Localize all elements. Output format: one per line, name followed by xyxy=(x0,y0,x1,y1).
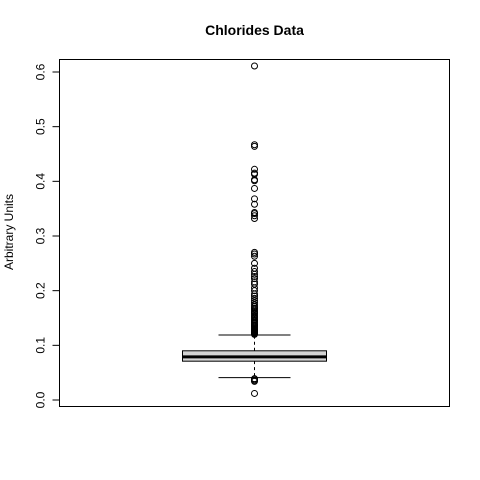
outlier-point-38 xyxy=(251,294,258,302)
y-tick-label-4: 0.4 xyxy=(34,173,48,190)
outlier-point-4 xyxy=(251,375,258,383)
y-axis: 0.0 0.1 0.2 0.3 0.4 0.5 0.6 xyxy=(34,63,60,408)
outlier-point-49 xyxy=(251,264,258,272)
outlier-point-0 xyxy=(251,389,258,397)
outlier-point-53 xyxy=(251,248,258,256)
outlier-point-58 xyxy=(251,200,258,208)
outlier-point-35 xyxy=(251,301,258,309)
outlier-point-45 xyxy=(251,275,258,283)
outlier-point-55 xyxy=(251,212,258,220)
outlier-point-60 xyxy=(251,184,258,192)
outlier-point-65 xyxy=(251,165,258,173)
outlier-point-64 xyxy=(251,169,258,177)
outlier-point-67 xyxy=(251,141,258,149)
outlier-point-59 xyxy=(251,195,258,203)
outlier-point-41 xyxy=(251,287,258,295)
outlier-point-57 xyxy=(251,208,258,216)
outlier-group xyxy=(251,62,258,397)
y-tick-label-6: 0.6 xyxy=(34,63,48,80)
y-tick-label-5: 0.5 xyxy=(34,118,48,135)
y-tick-label-0: 0.0 xyxy=(34,391,48,408)
outlier-point-44 xyxy=(251,278,258,286)
outlier-point-43 xyxy=(251,280,258,288)
outlier-point-62 xyxy=(251,176,258,184)
y-axis-label: Arbitrary Units xyxy=(2,194,16,270)
outlier-point-48 xyxy=(251,268,258,276)
outlier-point-37 xyxy=(251,297,258,305)
y-tick-label-1: 0.1 xyxy=(34,337,48,354)
y-tick-label-3: 0.3 xyxy=(34,227,48,244)
box-group xyxy=(182,334,327,379)
y-tick-label-2: 0.2 xyxy=(34,282,48,299)
outlier-point-51 xyxy=(251,252,258,260)
outlier-point-39 xyxy=(251,292,258,300)
outlier-point-36 xyxy=(251,299,258,307)
chart-title: Chlorides Data xyxy=(205,22,304,38)
outlier-point-46 xyxy=(251,272,258,280)
outlier-point-68 xyxy=(251,62,258,70)
outlier-point-50 xyxy=(251,259,258,267)
